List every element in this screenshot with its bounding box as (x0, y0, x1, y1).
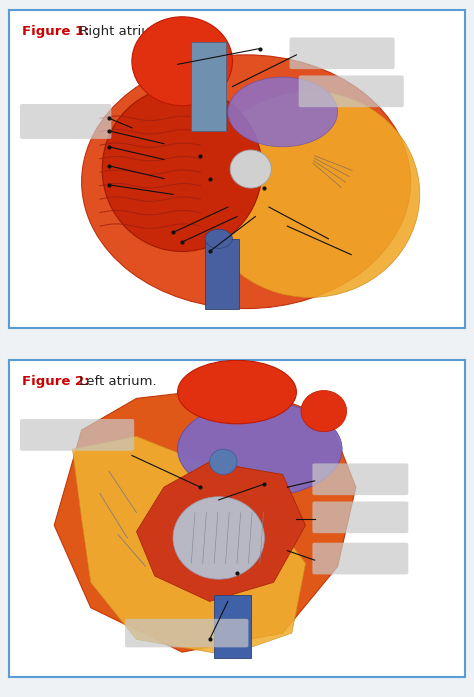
Polygon shape (54, 385, 356, 652)
Ellipse shape (82, 55, 410, 309)
FancyBboxPatch shape (20, 419, 134, 451)
Ellipse shape (201, 91, 420, 298)
Text: Right atrium.: Right atrium. (75, 24, 166, 38)
FancyBboxPatch shape (125, 619, 248, 648)
Ellipse shape (178, 401, 342, 497)
Ellipse shape (178, 360, 296, 424)
Ellipse shape (301, 390, 346, 431)
Text: Left atrium.: Left atrium. (75, 374, 156, 388)
Ellipse shape (230, 150, 271, 188)
FancyBboxPatch shape (312, 464, 408, 495)
FancyBboxPatch shape (20, 104, 111, 139)
Text: Figure 1:: Figure 1: (22, 24, 90, 38)
FancyBboxPatch shape (290, 38, 395, 69)
Ellipse shape (132, 17, 232, 105)
Ellipse shape (205, 229, 232, 248)
Polygon shape (137, 462, 306, 602)
FancyBboxPatch shape (312, 543, 408, 574)
Ellipse shape (210, 449, 237, 475)
Ellipse shape (102, 86, 262, 252)
Bar (191, 42, 226, 131)
Polygon shape (73, 436, 306, 655)
Ellipse shape (228, 77, 337, 147)
Bar (205, 239, 239, 309)
Bar (214, 595, 251, 659)
Ellipse shape (173, 497, 264, 579)
Text: Figure 2:: Figure 2: (22, 374, 90, 388)
FancyBboxPatch shape (312, 501, 408, 533)
FancyBboxPatch shape (299, 75, 404, 107)
